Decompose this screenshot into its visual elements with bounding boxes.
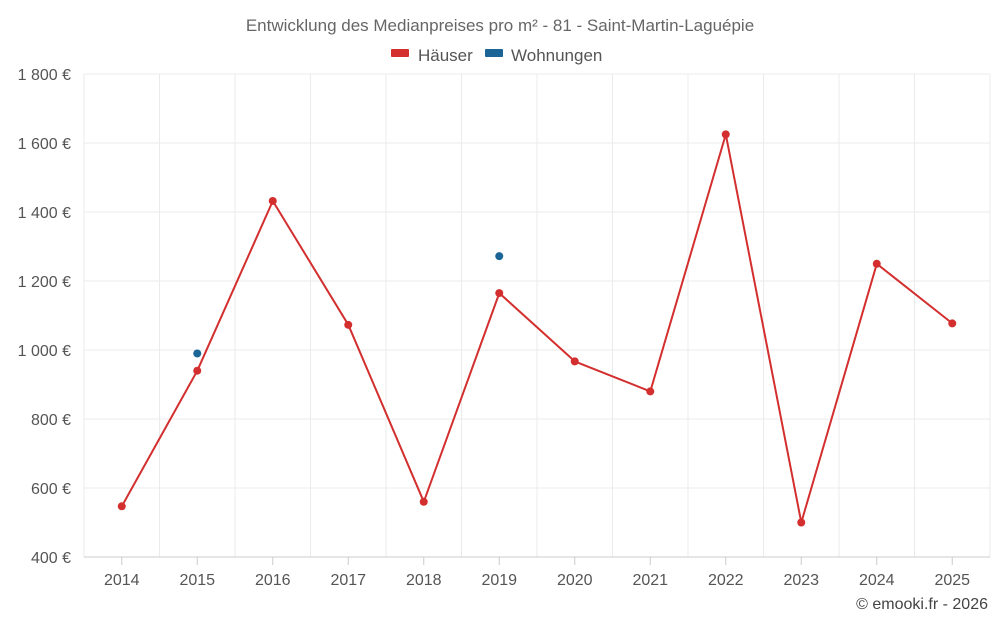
credit: © emooki.fr - 2026 (856, 596, 988, 613)
data-point-haeuser (268, 196, 277, 205)
x-tick-label: 2025 (934, 572, 970, 589)
legend-swatch-haeuser (391, 49, 409, 57)
data-point-haeuser (872, 259, 881, 268)
data-point-haeuser (344, 320, 353, 329)
y-tick-label: 600 € (31, 481, 71, 498)
x-axis: 2014 2015 2016 2017 2018 2019 2020 2021 2022 2023… (84, 556, 990, 589)
y-tick-label: 1 400 € (18, 205, 71, 222)
legend: Häuser Wohnungen (391, 46, 602, 65)
y-tick-label: 400 € (31, 550, 71, 567)
legend-label-wohnungen: Wohnungen (511, 46, 602, 65)
chart-title: Entwicklung des Medianpreises pro m² - 8… (246, 16, 754, 35)
grid (83, 73, 991, 557)
x-tick-label: 2022 (708, 572, 744, 589)
x-tick-label: 2016 (255, 572, 291, 589)
series-line-haeuser (120, 133, 953, 524)
y-tick-label: 800 € (31, 412, 71, 429)
legend-swatch-wohnungen (485, 49, 503, 57)
data-point-wohnungen (495, 252, 504, 261)
x-tick-label: 2018 (406, 572, 442, 589)
x-tick-label: 2017 (330, 572, 366, 589)
series-layer (117, 130, 957, 527)
x-tick-label: 2019 (481, 572, 517, 589)
y-axis: 400 € 600 € 800 € 1 000 € 1 200 € 1 400 € 1 60… (18, 67, 71, 567)
data-point-haeuser (193, 366, 202, 375)
x-tick-label: 2023 (783, 572, 819, 589)
data-point-haeuser (570, 357, 579, 366)
y-tick-label: 1 600 € (18, 136, 71, 153)
data-point-haeuser (646, 387, 655, 396)
data-point-wohnungen (193, 349, 202, 358)
data-point-haeuser (721, 130, 730, 139)
legend-label-haeuser: Häuser (418, 46, 473, 65)
x-tick-label: 2014 (104, 572, 140, 589)
data-point-haeuser (419, 497, 428, 506)
x-tick-label: 2021 (632, 572, 668, 589)
data-point-haeuser (797, 518, 806, 527)
data-point-haeuser (948, 319, 957, 328)
x-tick-label: 2015 (179, 572, 215, 589)
y-tick-label: 1 200 € (18, 274, 71, 291)
y-tick-label: 1 800 € (18, 67, 71, 84)
x-tick-label: 2024 (859, 572, 895, 589)
y-tick-label: 1 000 € (18, 343, 71, 360)
data-point-haeuser (495, 289, 504, 298)
x-tick-label: 2020 (557, 572, 593, 589)
data-point-haeuser (117, 502, 126, 511)
